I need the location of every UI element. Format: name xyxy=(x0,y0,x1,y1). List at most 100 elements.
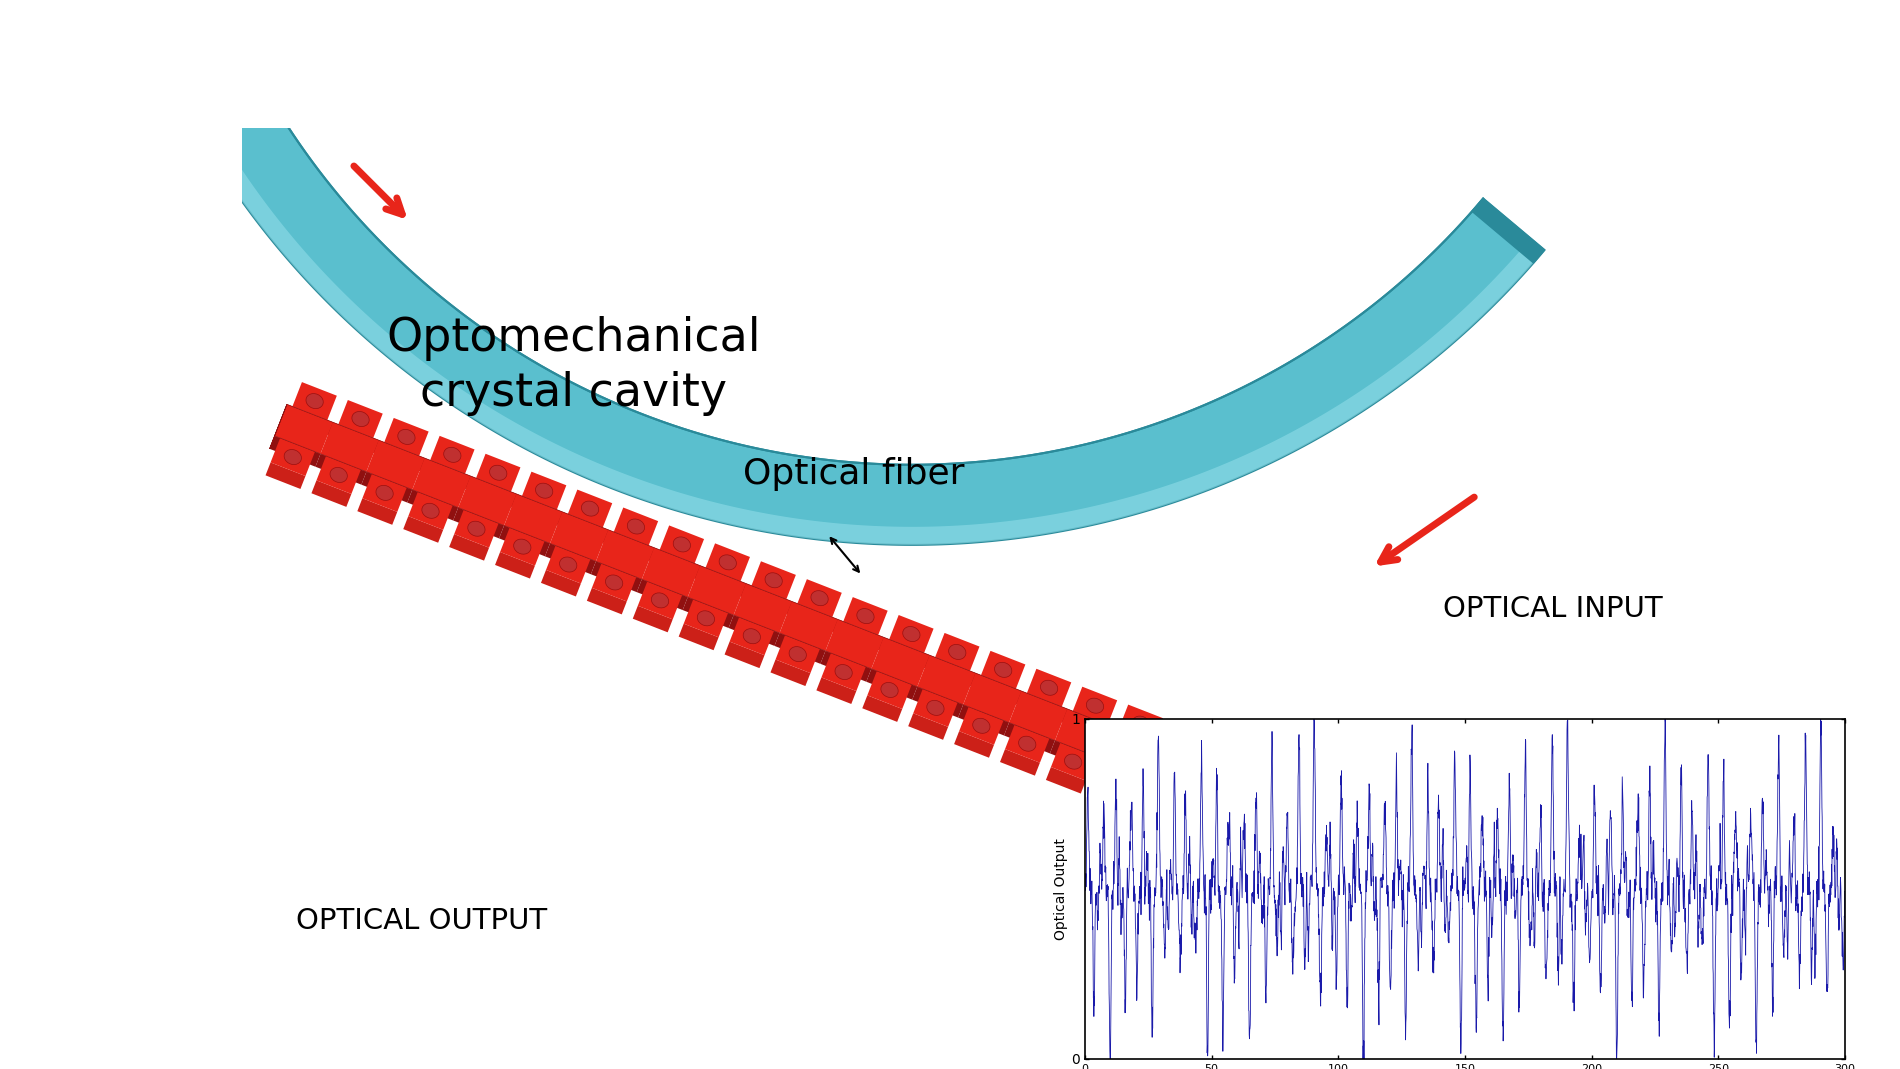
Polygon shape xyxy=(1092,760,1106,797)
Polygon shape xyxy=(414,432,429,469)
Polygon shape xyxy=(1188,794,1239,825)
Polygon shape xyxy=(1368,893,1408,919)
Polygon shape xyxy=(1326,848,1376,879)
Polygon shape xyxy=(1471,843,1484,881)
Polygon shape xyxy=(724,617,739,654)
Polygon shape xyxy=(980,651,1026,688)
Polygon shape xyxy=(285,450,302,465)
Polygon shape xyxy=(1054,709,1113,758)
Polygon shape xyxy=(747,561,762,599)
Polygon shape xyxy=(811,591,828,606)
Polygon shape xyxy=(367,440,424,490)
Polygon shape xyxy=(857,608,874,623)
Polygon shape xyxy=(863,671,876,709)
Polygon shape xyxy=(994,663,1013,678)
Polygon shape xyxy=(1096,760,1142,799)
Polygon shape xyxy=(1051,743,1096,780)
Polygon shape xyxy=(312,456,327,493)
Polygon shape xyxy=(690,539,705,576)
Polygon shape xyxy=(1102,700,1117,738)
Polygon shape xyxy=(448,534,488,560)
Polygon shape xyxy=(863,671,876,709)
Polygon shape xyxy=(1433,898,1450,913)
Polygon shape xyxy=(821,651,872,682)
Polygon shape xyxy=(705,543,750,582)
Polygon shape xyxy=(331,467,348,482)
Polygon shape xyxy=(1330,817,1389,866)
Polygon shape xyxy=(545,543,597,574)
Polygon shape xyxy=(1362,806,1379,821)
Polygon shape xyxy=(1414,886,1427,924)
Polygon shape xyxy=(306,393,323,408)
Polygon shape xyxy=(752,561,796,600)
Polygon shape xyxy=(321,422,378,471)
Polygon shape xyxy=(1269,770,1288,785)
Polygon shape xyxy=(1239,780,1298,830)
Polygon shape xyxy=(1320,874,1360,901)
Polygon shape xyxy=(1051,741,1100,772)
Polygon shape xyxy=(1302,776,1347,815)
Polygon shape xyxy=(999,725,1015,762)
Polygon shape xyxy=(266,463,306,489)
Polygon shape xyxy=(1279,830,1330,861)
Polygon shape xyxy=(1138,778,1151,816)
Polygon shape xyxy=(1045,768,1085,793)
Polygon shape xyxy=(1056,682,1072,719)
Polygon shape xyxy=(108,0,1545,545)
Polygon shape xyxy=(1376,834,1434,884)
Polygon shape xyxy=(743,629,760,644)
Polygon shape xyxy=(1281,833,1324,870)
Polygon shape xyxy=(771,635,785,672)
Polygon shape xyxy=(766,573,783,588)
Polygon shape xyxy=(460,449,475,486)
Polygon shape xyxy=(920,629,933,666)
Polygon shape xyxy=(403,492,418,529)
Polygon shape xyxy=(1252,758,1265,795)
Polygon shape xyxy=(1011,665,1026,701)
Polygon shape xyxy=(429,436,475,474)
Polygon shape xyxy=(779,602,838,651)
Polygon shape xyxy=(908,713,948,740)
Polygon shape xyxy=(771,635,785,672)
Polygon shape xyxy=(1414,911,1454,936)
Polygon shape xyxy=(775,635,821,673)
Polygon shape xyxy=(408,492,452,530)
Polygon shape xyxy=(1395,812,1438,850)
Polygon shape xyxy=(1368,868,1381,905)
Polygon shape xyxy=(536,483,553,498)
Polygon shape xyxy=(826,593,842,630)
Polygon shape xyxy=(927,700,944,715)
Text: Optomechanical
crystal cavity: Optomechanical crystal cavity xyxy=(386,316,760,417)
Polygon shape xyxy=(1440,830,1484,868)
Polygon shape xyxy=(522,471,566,510)
Polygon shape xyxy=(965,647,980,684)
Polygon shape xyxy=(1005,725,1049,762)
Polygon shape xyxy=(718,555,737,570)
Polygon shape xyxy=(1068,686,1083,724)
Polygon shape xyxy=(1159,723,1174,760)
Polygon shape xyxy=(1372,868,1417,907)
Polygon shape xyxy=(817,653,830,691)
Polygon shape xyxy=(724,641,764,668)
Polygon shape xyxy=(266,438,279,476)
Polygon shape xyxy=(614,508,657,545)
Polygon shape xyxy=(587,563,602,601)
Polygon shape xyxy=(1148,718,1163,756)
Polygon shape xyxy=(1284,799,1343,848)
Polygon shape xyxy=(422,503,439,518)
Polygon shape xyxy=(644,521,657,558)
Polygon shape xyxy=(281,404,1480,883)
Polygon shape xyxy=(562,490,578,527)
Polygon shape xyxy=(1320,850,1336,887)
Polygon shape xyxy=(1340,862,1357,877)
Polygon shape xyxy=(587,588,627,615)
Polygon shape xyxy=(1018,737,1036,752)
Polygon shape xyxy=(1193,762,1250,812)
Polygon shape xyxy=(1241,754,1254,791)
Polygon shape xyxy=(1320,850,1336,887)
Polygon shape xyxy=(1205,741,1220,778)
Polygon shape xyxy=(1417,884,1469,915)
Polygon shape xyxy=(1009,691,1068,741)
Polygon shape xyxy=(633,582,648,619)
Polygon shape xyxy=(1092,785,1132,811)
